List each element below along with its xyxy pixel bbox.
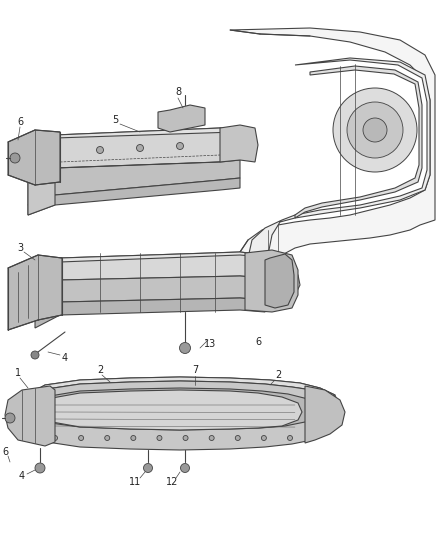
Text: 6: 6 bbox=[17, 117, 23, 127]
Text: 4: 4 bbox=[62, 353, 68, 363]
Circle shape bbox=[157, 435, 162, 440]
Circle shape bbox=[105, 435, 110, 440]
Text: 1: 1 bbox=[15, 368, 21, 378]
Circle shape bbox=[363, 118, 387, 142]
Circle shape bbox=[53, 435, 57, 440]
Polygon shape bbox=[12, 377, 340, 448]
Circle shape bbox=[180, 464, 190, 472]
Polygon shape bbox=[28, 128, 240, 150]
Circle shape bbox=[235, 435, 240, 440]
Polygon shape bbox=[230, 28, 435, 305]
Polygon shape bbox=[8, 130, 60, 185]
Polygon shape bbox=[18, 377, 335, 402]
Polygon shape bbox=[35, 298, 265, 328]
Circle shape bbox=[78, 435, 84, 440]
Circle shape bbox=[287, 435, 293, 440]
Circle shape bbox=[209, 435, 214, 440]
Text: 13: 13 bbox=[204, 339, 216, 349]
Text: 11: 11 bbox=[129, 477, 141, 487]
Polygon shape bbox=[295, 66, 422, 218]
Polygon shape bbox=[8, 255, 62, 330]
Polygon shape bbox=[5, 386, 55, 446]
Circle shape bbox=[333, 88, 417, 172]
Text: 5: 5 bbox=[112, 115, 118, 125]
Circle shape bbox=[10, 153, 20, 163]
Circle shape bbox=[347, 102, 403, 158]
Polygon shape bbox=[40, 390, 302, 430]
Circle shape bbox=[183, 435, 188, 440]
Text: 6: 6 bbox=[2, 447, 8, 457]
Circle shape bbox=[96, 147, 103, 154]
Polygon shape bbox=[22, 388, 320, 430]
Polygon shape bbox=[35, 252, 265, 272]
Polygon shape bbox=[245, 250, 298, 312]
Circle shape bbox=[5, 413, 15, 423]
Polygon shape bbox=[28, 178, 240, 215]
Polygon shape bbox=[248, 58, 430, 285]
Polygon shape bbox=[265, 254, 294, 308]
Polygon shape bbox=[232, 265, 300, 305]
Circle shape bbox=[35, 463, 45, 473]
Polygon shape bbox=[15, 381, 338, 450]
Text: 6: 6 bbox=[255, 337, 261, 347]
Circle shape bbox=[144, 464, 152, 472]
Circle shape bbox=[31, 351, 39, 359]
Polygon shape bbox=[158, 105, 205, 132]
Text: 8: 8 bbox=[175, 87, 181, 97]
Polygon shape bbox=[220, 125, 258, 162]
Polygon shape bbox=[35, 276, 265, 315]
Text: 12: 12 bbox=[166, 477, 178, 487]
Circle shape bbox=[261, 435, 266, 440]
Circle shape bbox=[177, 142, 184, 149]
Polygon shape bbox=[35, 252, 265, 292]
Polygon shape bbox=[305, 386, 345, 443]
Text: 2: 2 bbox=[275, 370, 281, 380]
Circle shape bbox=[137, 144, 144, 151]
Circle shape bbox=[180, 343, 191, 353]
Polygon shape bbox=[28, 128, 240, 180]
Text: 2: 2 bbox=[97, 365, 103, 375]
Circle shape bbox=[131, 435, 136, 440]
Polygon shape bbox=[28, 135, 55, 215]
Polygon shape bbox=[28, 160, 240, 205]
Text: 3: 3 bbox=[17, 243, 23, 253]
Text: 4: 4 bbox=[19, 471, 25, 481]
Text: 7: 7 bbox=[192, 365, 198, 375]
